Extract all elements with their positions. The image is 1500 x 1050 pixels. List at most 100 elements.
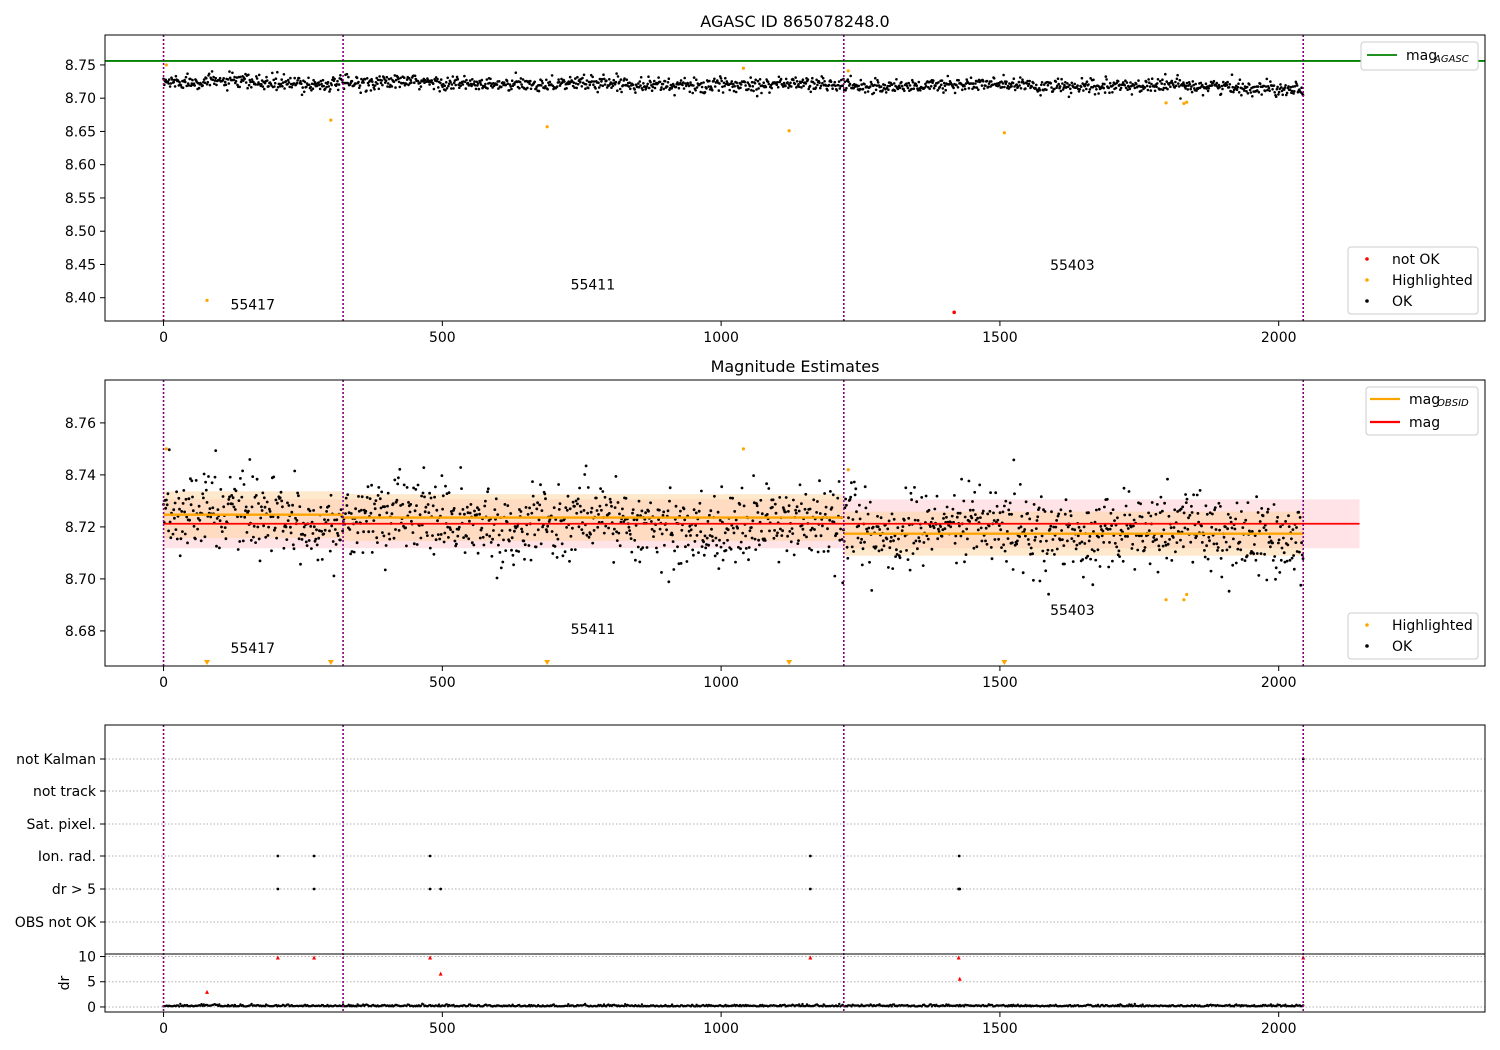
- ok-point: [782, 81, 786, 85]
- ok-point: [919, 89, 922, 92]
- ok-point: [760, 91, 763, 95]
- legend-swatch: [1365, 299, 1369, 303]
- ok-point: [732, 89, 736, 93]
- ok-point: [673, 93, 676, 97]
- ok-point: [164, 506, 168, 510]
- ok-point: [1076, 84, 1079, 87]
- ok-point: [421, 491, 425, 495]
- ok-point: [898, 86, 902, 90]
- ok-point: [699, 90, 702, 94]
- ok-point: [412, 542, 416, 546]
- x-tick-label: 500: [429, 675, 456, 691]
- ok-point: [1015, 542, 1019, 546]
- ok-point: [757, 538, 760, 542]
- ok-point: [168, 520, 172, 524]
- ok-point: [356, 531, 360, 535]
- ok-point: [286, 519, 290, 522]
- ok-point: [224, 537, 228, 541]
- ok-point: [1248, 83, 1251, 86]
- ok-point: [597, 86, 601, 89]
- ok-point: [974, 82, 977, 85]
- dr-point: [800, 1004, 803, 1008]
- ok-point: [689, 81, 692, 84]
- ok-point: [318, 83, 321, 87]
- ok-point: [333, 528, 337, 531]
- ok-point: [755, 504, 759, 508]
- ok-point: [211, 506, 215, 510]
- ok-point: [684, 545, 687, 549]
- ok-point: [234, 79, 238, 83]
- ok-point: [445, 492, 449, 495]
- ok-point: [274, 77, 278, 80]
- flag-category-label: Ion. rad.: [38, 849, 96, 865]
- ok-point: [1124, 79, 1127, 82]
- ok-point: [808, 547, 811, 550]
- ok-point: [647, 75, 650, 78]
- ok-point: [477, 87, 481, 91]
- ok-point: [367, 84, 371, 87]
- ok-point: [681, 83, 684, 87]
- ok-point: [751, 85, 755, 88]
- ok-point: [481, 535, 485, 539]
- ok-point: [628, 532, 632, 536]
- ok-point: [1105, 497, 1109, 501]
- ok-point: [335, 518, 339, 522]
- ok-point: [613, 83, 617, 86]
- ok-point: [442, 540, 446, 544]
- ok-point: [1170, 79, 1174, 83]
- ok-point: [555, 533, 558, 537]
- ok-point: [1161, 509, 1164, 513]
- ok-point: [419, 536, 423, 540]
- ok-point: [207, 475, 210, 478]
- ok-point: [311, 87, 315, 90]
- ok-point: [860, 83, 863, 86]
- ok-point: [797, 509, 801, 513]
- dr-point: [622, 1005, 626, 1008]
- ok-point: [1132, 518, 1136, 522]
- ok-point: [376, 78, 380, 82]
- ok-point: [754, 548, 758, 551]
- ok-point: [221, 495, 225, 498]
- ok-point: [896, 526, 900, 530]
- ok-point: [181, 530, 184, 533]
- ok-point: [347, 75, 350, 79]
- ok-point: [449, 510, 453, 513]
- ok-point: [164, 78, 167, 82]
- ok-point: [896, 87, 900, 91]
- ok-point: [397, 80, 401, 84]
- ok-point: [751, 519, 755, 523]
- highlighted-point: [1182, 598, 1186, 602]
- ok-point: [1192, 83, 1195, 87]
- ok-point: [798, 483, 802, 487]
- ok-point: [1210, 84, 1213, 87]
- ok-point: [469, 82, 473, 86]
- ok-point: [899, 550, 903, 553]
- ok-point: [1151, 540, 1155, 543]
- ok-point: [250, 78, 254, 81]
- ok-point: [788, 530, 792, 533]
- ok-point: [603, 77, 606, 81]
- ok-point: [568, 507, 572, 511]
- ok-point: [369, 89, 373, 92]
- ok-point: [202, 496, 205, 500]
- ok-point: [429, 496, 433, 500]
- ok-point: [605, 79, 608, 82]
- ok-point: [1006, 537, 1010, 540]
- ok-point: [1069, 91, 1073, 95]
- ok-point: [692, 84, 695, 87]
- ok-point: [1282, 551, 1286, 555]
- ok-point: [960, 477, 963, 481]
- ok-point: [693, 540, 697, 543]
- ok-point: [787, 510, 790, 513]
- ok-point: [210, 70, 214, 73]
- ok-point: [801, 78, 805, 81]
- ok-point: [1061, 82, 1064, 85]
- ok-point: [589, 510, 593, 514]
- ok-point: [1149, 514, 1153, 518]
- ok-point: [692, 508, 696, 512]
- ok-point: [942, 517, 945, 520]
- ok-point: [802, 84, 805, 88]
- ok-point: [1108, 527, 1112, 531]
- ok-point: [1128, 87, 1132, 91]
- ok-point: [407, 501, 410, 504]
